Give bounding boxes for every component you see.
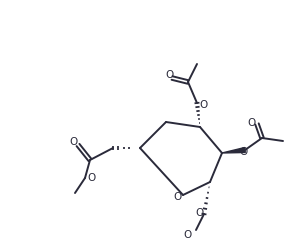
Text: O: O [240, 147, 248, 157]
Text: O: O [195, 208, 203, 218]
Text: O: O [70, 137, 78, 147]
Text: O: O [87, 173, 95, 183]
Text: O: O [199, 100, 207, 110]
Text: O: O [165, 70, 173, 80]
Text: O: O [248, 118, 256, 128]
Text: O: O [184, 230, 192, 240]
Polygon shape [222, 147, 245, 153]
Text: O: O [174, 192, 182, 202]
